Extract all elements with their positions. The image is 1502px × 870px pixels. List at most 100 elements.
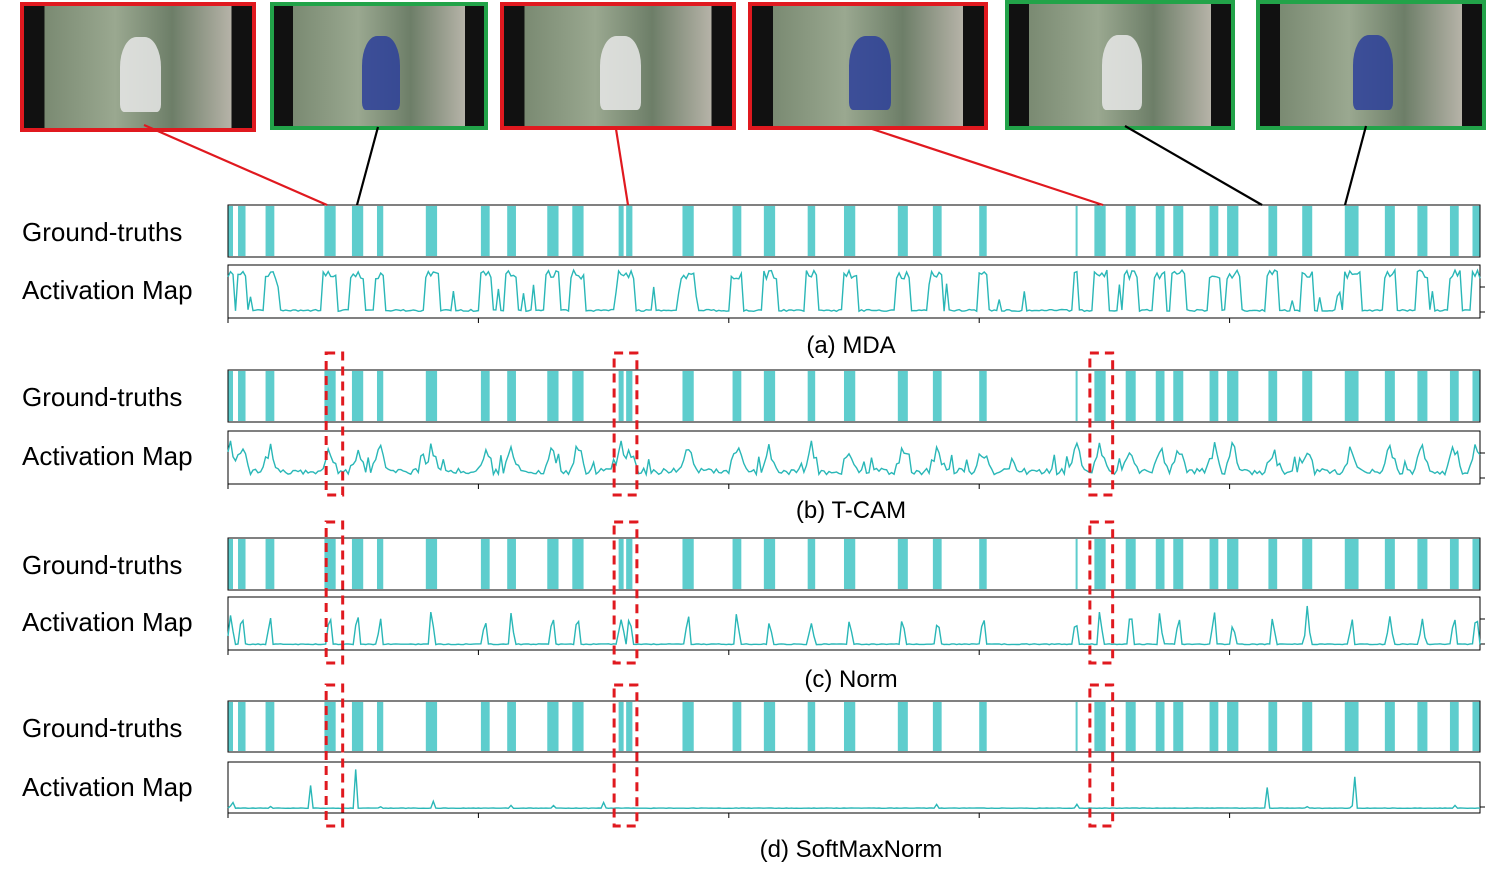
highlight-box — [612, 683, 639, 828]
gt-segment — [807, 702, 816, 751]
gt-segment — [843, 206, 856, 256]
gt-segment — [897, 702, 908, 751]
athlete-figure — [1102, 34, 1143, 111]
gt-segment — [843, 539, 856, 589]
panel-softmaxnorm — [227, 700, 1485, 818]
gt-segment — [1155, 206, 1165, 256]
gt-axes — [227, 700, 1481, 753]
connector-line — [143, 123, 328, 207]
gt-segment — [1075, 371, 1078, 421]
gt-segment — [979, 539, 987, 589]
gt-segment — [682, 371, 694, 421]
gt-segment — [1344, 702, 1359, 751]
panel-norm — [227, 537, 1485, 655]
row-label-activation-map: Activation Map — [22, 441, 193, 471]
gt-segment — [932, 539, 942, 589]
gt-segment — [238, 371, 246, 421]
gt-segment — [1209, 702, 1219, 751]
gt-segment — [1173, 539, 1184, 589]
gt-segment — [1209, 206, 1219, 256]
gt-segment — [1173, 371, 1184, 421]
gt-segment — [843, 371, 856, 421]
video-frame-image — [24, 6, 252, 128]
gt-segment — [1449, 539, 1459, 589]
gt-segment — [507, 702, 516, 751]
thumbnail-correct-5 — [1005, 0, 1235, 130]
gt-segment — [1384, 371, 1395, 421]
gt-segment — [1472, 539, 1480, 589]
panel-caption-norm: (c) Norm — [804, 666, 898, 693]
panel-mda — [227, 204, 1485, 323]
gt-segment — [1268, 206, 1278, 256]
gt-segment — [1094, 206, 1106, 256]
athlete-figure — [119, 36, 161, 113]
gt-segment — [351, 702, 364, 751]
gt-segment — [1155, 702, 1165, 751]
gt-segment — [238, 539, 246, 589]
gt-segment — [1344, 371, 1359, 421]
activation-series — [227, 267, 1481, 313]
gt-segment — [682, 206, 694, 256]
gt-segment — [1227, 702, 1239, 751]
gt-segment — [324, 206, 336, 256]
gt-segment — [1227, 539, 1239, 589]
connector-line — [614, 128, 630, 206]
gt-segment — [979, 206, 987, 256]
gt-segment — [1094, 371, 1106, 421]
gt-segment — [1075, 702, 1078, 751]
gt-segment — [1173, 702, 1184, 751]
gt-segment — [1344, 539, 1359, 589]
gt-segment — [324, 539, 336, 589]
row-label-ground-truths: Ground-truths — [22, 217, 183, 247]
panel-tcam — [227, 369, 1485, 489]
gt-segment — [507, 371, 516, 421]
gt-segment — [507, 206, 516, 256]
gt-segment — [897, 206, 908, 256]
activation-series — [227, 769, 1480, 810]
gt-segment — [763, 371, 776, 421]
gt-segment — [547, 539, 559, 589]
gt-segment — [763, 702, 776, 751]
gt-segment — [425, 539, 438, 589]
activation-axes — [227, 264, 1481, 319]
activation-axes — [227, 596, 1481, 651]
gt-segment — [507, 539, 516, 589]
highlight-box — [324, 520, 345, 665]
gt-segment — [1417, 539, 1428, 589]
gt-segment — [732, 371, 742, 421]
gt-segment — [1384, 539, 1395, 589]
gt-segment — [1125, 371, 1136, 421]
gt-segment — [228, 539, 234, 589]
gt-segment — [1125, 206, 1136, 256]
gt-segment — [376, 206, 384, 256]
gt-segment — [843, 702, 856, 751]
gt-segment — [626, 206, 633, 256]
gt-segment — [376, 371, 384, 421]
row-label-activation-map: Activation Map — [22, 607, 193, 637]
gt-segment — [618, 206, 624, 256]
gt-segment — [979, 702, 987, 751]
gt-segment — [618, 371, 624, 421]
gt-segment — [1227, 371, 1239, 421]
athlete-figure — [362, 36, 400, 111]
gt-segment — [376, 702, 384, 751]
highlight-box — [324, 683, 345, 828]
video-frame-image — [504, 6, 732, 126]
gt-segment — [1094, 539, 1106, 589]
row-label-activation-map: Activation Map — [22, 772, 193, 802]
gt-segment — [324, 702, 336, 751]
gt-segment — [351, 371, 364, 421]
gt-segment — [1449, 371, 1459, 421]
activation-series — [227, 605, 1481, 646]
gt-segment — [1417, 371, 1428, 421]
thumbnail-correct-6 — [1256, 0, 1486, 130]
activation-series — [227, 440, 1481, 477]
connector-line — [1343, 125, 1368, 206]
gt-segment — [480, 371, 490, 421]
gt-segment — [1472, 371, 1480, 421]
gt-segment — [1075, 206, 1078, 256]
gt-segment — [626, 702, 633, 751]
activation-axes — [227, 430, 1481, 485]
gt-segment — [1302, 371, 1313, 421]
gt-axes — [227, 537, 1481, 591]
